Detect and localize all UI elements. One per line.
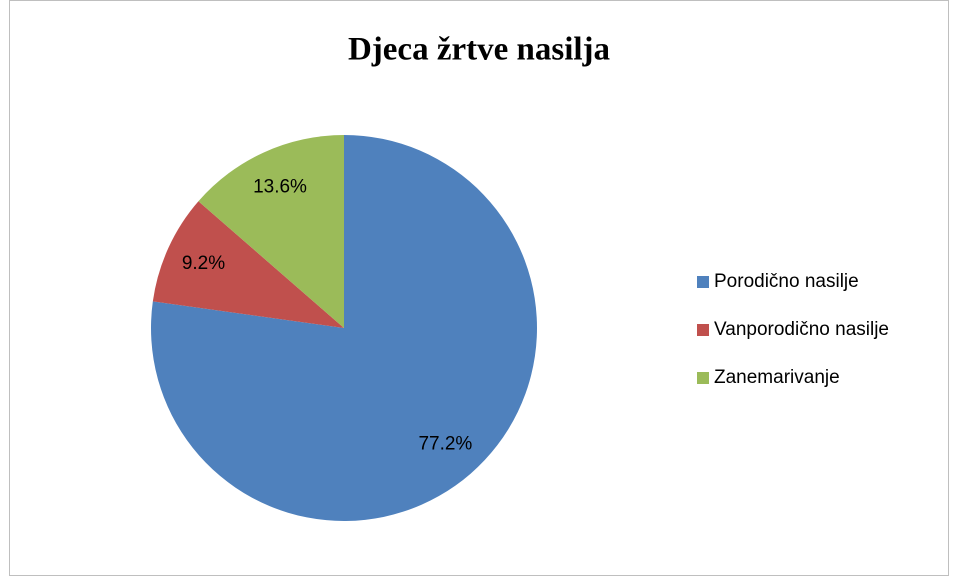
- chart-title: Djeca žrtve nasilja: [348, 32, 610, 68]
- legend-label: Zanemarivanje: [714, 367, 840, 388]
- legend-swatch: [697, 276, 709, 288]
- legend-label: Porodično nasilje: [714, 271, 859, 292]
- data-label: 9.2%: [182, 253, 225, 274]
- pie-slice: [198, 135, 344, 328]
- legend-label: Vanporodično nasilje: [714, 319, 889, 340]
- legend-swatch: [697, 324, 709, 336]
- data-label: 77.2%: [418, 433, 472, 454]
- pie-slice: [152, 201, 344, 328]
- legend-swatch: [697, 372, 709, 384]
- data-label: 13.6%: [253, 176, 307, 197]
